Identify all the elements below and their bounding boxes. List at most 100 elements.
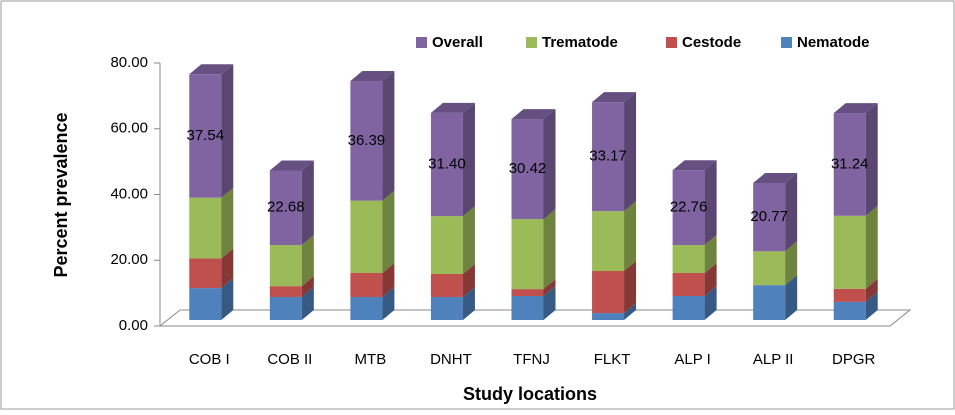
bar-segment — [430, 112, 463, 217]
bar-side — [865, 291, 878, 320]
bar-side — [624, 303, 637, 320]
legend-label: Trematode — [542, 34, 618, 51]
bar-top — [753, 173, 798, 184]
bar-top — [430, 102, 475, 113]
bar-side — [785, 241, 798, 286]
data-label: 22.68 — [267, 199, 305, 216]
bar-segment — [430, 273, 463, 297]
bar-side — [865, 205, 878, 289]
bar-top — [350, 71, 395, 82]
bar-side — [301, 160, 314, 246]
y-tick-label: 60.00 — [110, 120, 148, 137]
bar-top — [672, 160, 717, 171]
bar-side — [543, 209, 556, 290]
bar-side — [382, 286, 395, 320]
bar-side — [382, 71, 395, 201]
bar-segment — [430, 296, 463, 320]
bar-side — [865, 103, 878, 216]
bar-side — [382, 190, 395, 273]
data-label: 31.24 — [831, 155, 869, 172]
bar-side — [221, 248, 234, 289]
bar-side — [462, 102, 475, 217]
data-label: 22.76 — [670, 199, 708, 216]
bar-segment — [753, 251, 786, 286]
bar-segment — [753, 183, 786, 252]
bar-segment — [753, 285, 786, 320]
bar-segment — [592, 313, 625, 320]
data-label: 30.42 — [509, 160, 547, 177]
bar-side — [704, 286, 717, 320]
legend-label: Nematode — [797, 34, 870, 51]
y-tick-label: 40.00 — [110, 185, 148, 202]
legend-swatch — [416, 37, 427, 48]
bar-side — [785, 173, 798, 252]
bar-segment — [672, 296, 705, 320]
bar-segment — [672, 245, 705, 273]
data-label: 31.40 — [428, 155, 466, 172]
bar-segment — [189, 74, 222, 198]
bar-top — [833, 103, 878, 114]
bar-segment — [269, 286, 302, 297]
bar-segment — [430, 216, 463, 274]
legend-swatch — [781, 37, 792, 48]
bar-side — [301, 235, 314, 287]
bar-side — [543, 279, 556, 297]
bar-side — [785, 275, 798, 320]
bar-segment — [350, 81, 383, 201]
bar-segment — [350, 296, 383, 320]
bar-segment — [833, 215, 866, 289]
bar-segment — [592, 271, 625, 314]
bar-top — [511, 109, 556, 120]
bar-segment — [833, 113, 866, 216]
bar-top — [592, 92, 637, 103]
bar-side — [543, 286, 556, 320]
legend-label: Cestode — [682, 34, 741, 51]
bar-side — [624, 92, 637, 212]
bar-segment — [833, 288, 866, 302]
bar-segment — [511, 219, 544, 290]
bar-side — [624, 261, 637, 314]
bar-side — [301, 276, 314, 297]
bar-segment — [672, 170, 705, 246]
x-tick-label: FLKT — [594, 351, 631, 368]
x-tick-label: MTB — [355, 351, 387, 368]
y-axis-label: Percent prevalence — [51, 112, 71, 277]
data-label: 33.17 — [589, 148, 627, 165]
bar-side — [704, 262, 717, 297]
bar-segment — [592, 211, 625, 272]
bar-side — [624, 201, 637, 272]
legend-swatch — [666, 37, 677, 48]
bar-segment — [189, 288, 222, 320]
x-tick-label: DNHT — [430, 351, 472, 368]
x-axis-label: Study locations — [463, 384, 597, 404]
bar-segment — [269, 245, 302, 287]
bar-segment — [511, 289, 544, 297]
legend-swatch — [526, 37, 537, 48]
bar-side — [221, 278, 234, 320]
x-tick-label: DPGR — [832, 351, 876, 368]
legend-label: Overall — [432, 34, 483, 51]
y-tick-label: 20.00 — [110, 251, 148, 268]
bar-side — [462, 206, 475, 274]
x-tick-label: TFNJ — [513, 351, 550, 368]
bar-segment — [189, 258, 222, 289]
y-tick-label: 0.00 — [119, 317, 148, 334]
bar-segment — [189, 197, 222, 259]
bar-side — [221, 187, 234, 259]
x-tick-label: COB I — [189, 351, 230, 368]
bar-segment — [592, 102, 625, 212]
bar-segment — [511, 296, 544, 320]
y-tick-label: 80.00 — [110, 54, 148, 71]
bar-segment — [511, 119, 544, 220]
bar-side — [704, 160, 717, 246]
bar-side — [704, 235, 717, 273]
data-label: 37.54 — [187, 127, 225, 144]
bar-side — [462, 263, 475, 297]
bar-segment — [350, 200, 383, 273]
bar-segment — [833, 301, 866, 320]
data-label: 20.77 — [750, 208, 788, 225]
bar-side — [382, 262, 395, 297]
x-tick-label: ALP I — [674, 351, 710, 368]
data-label: 36.39 — [348, 132, 386, 149]
